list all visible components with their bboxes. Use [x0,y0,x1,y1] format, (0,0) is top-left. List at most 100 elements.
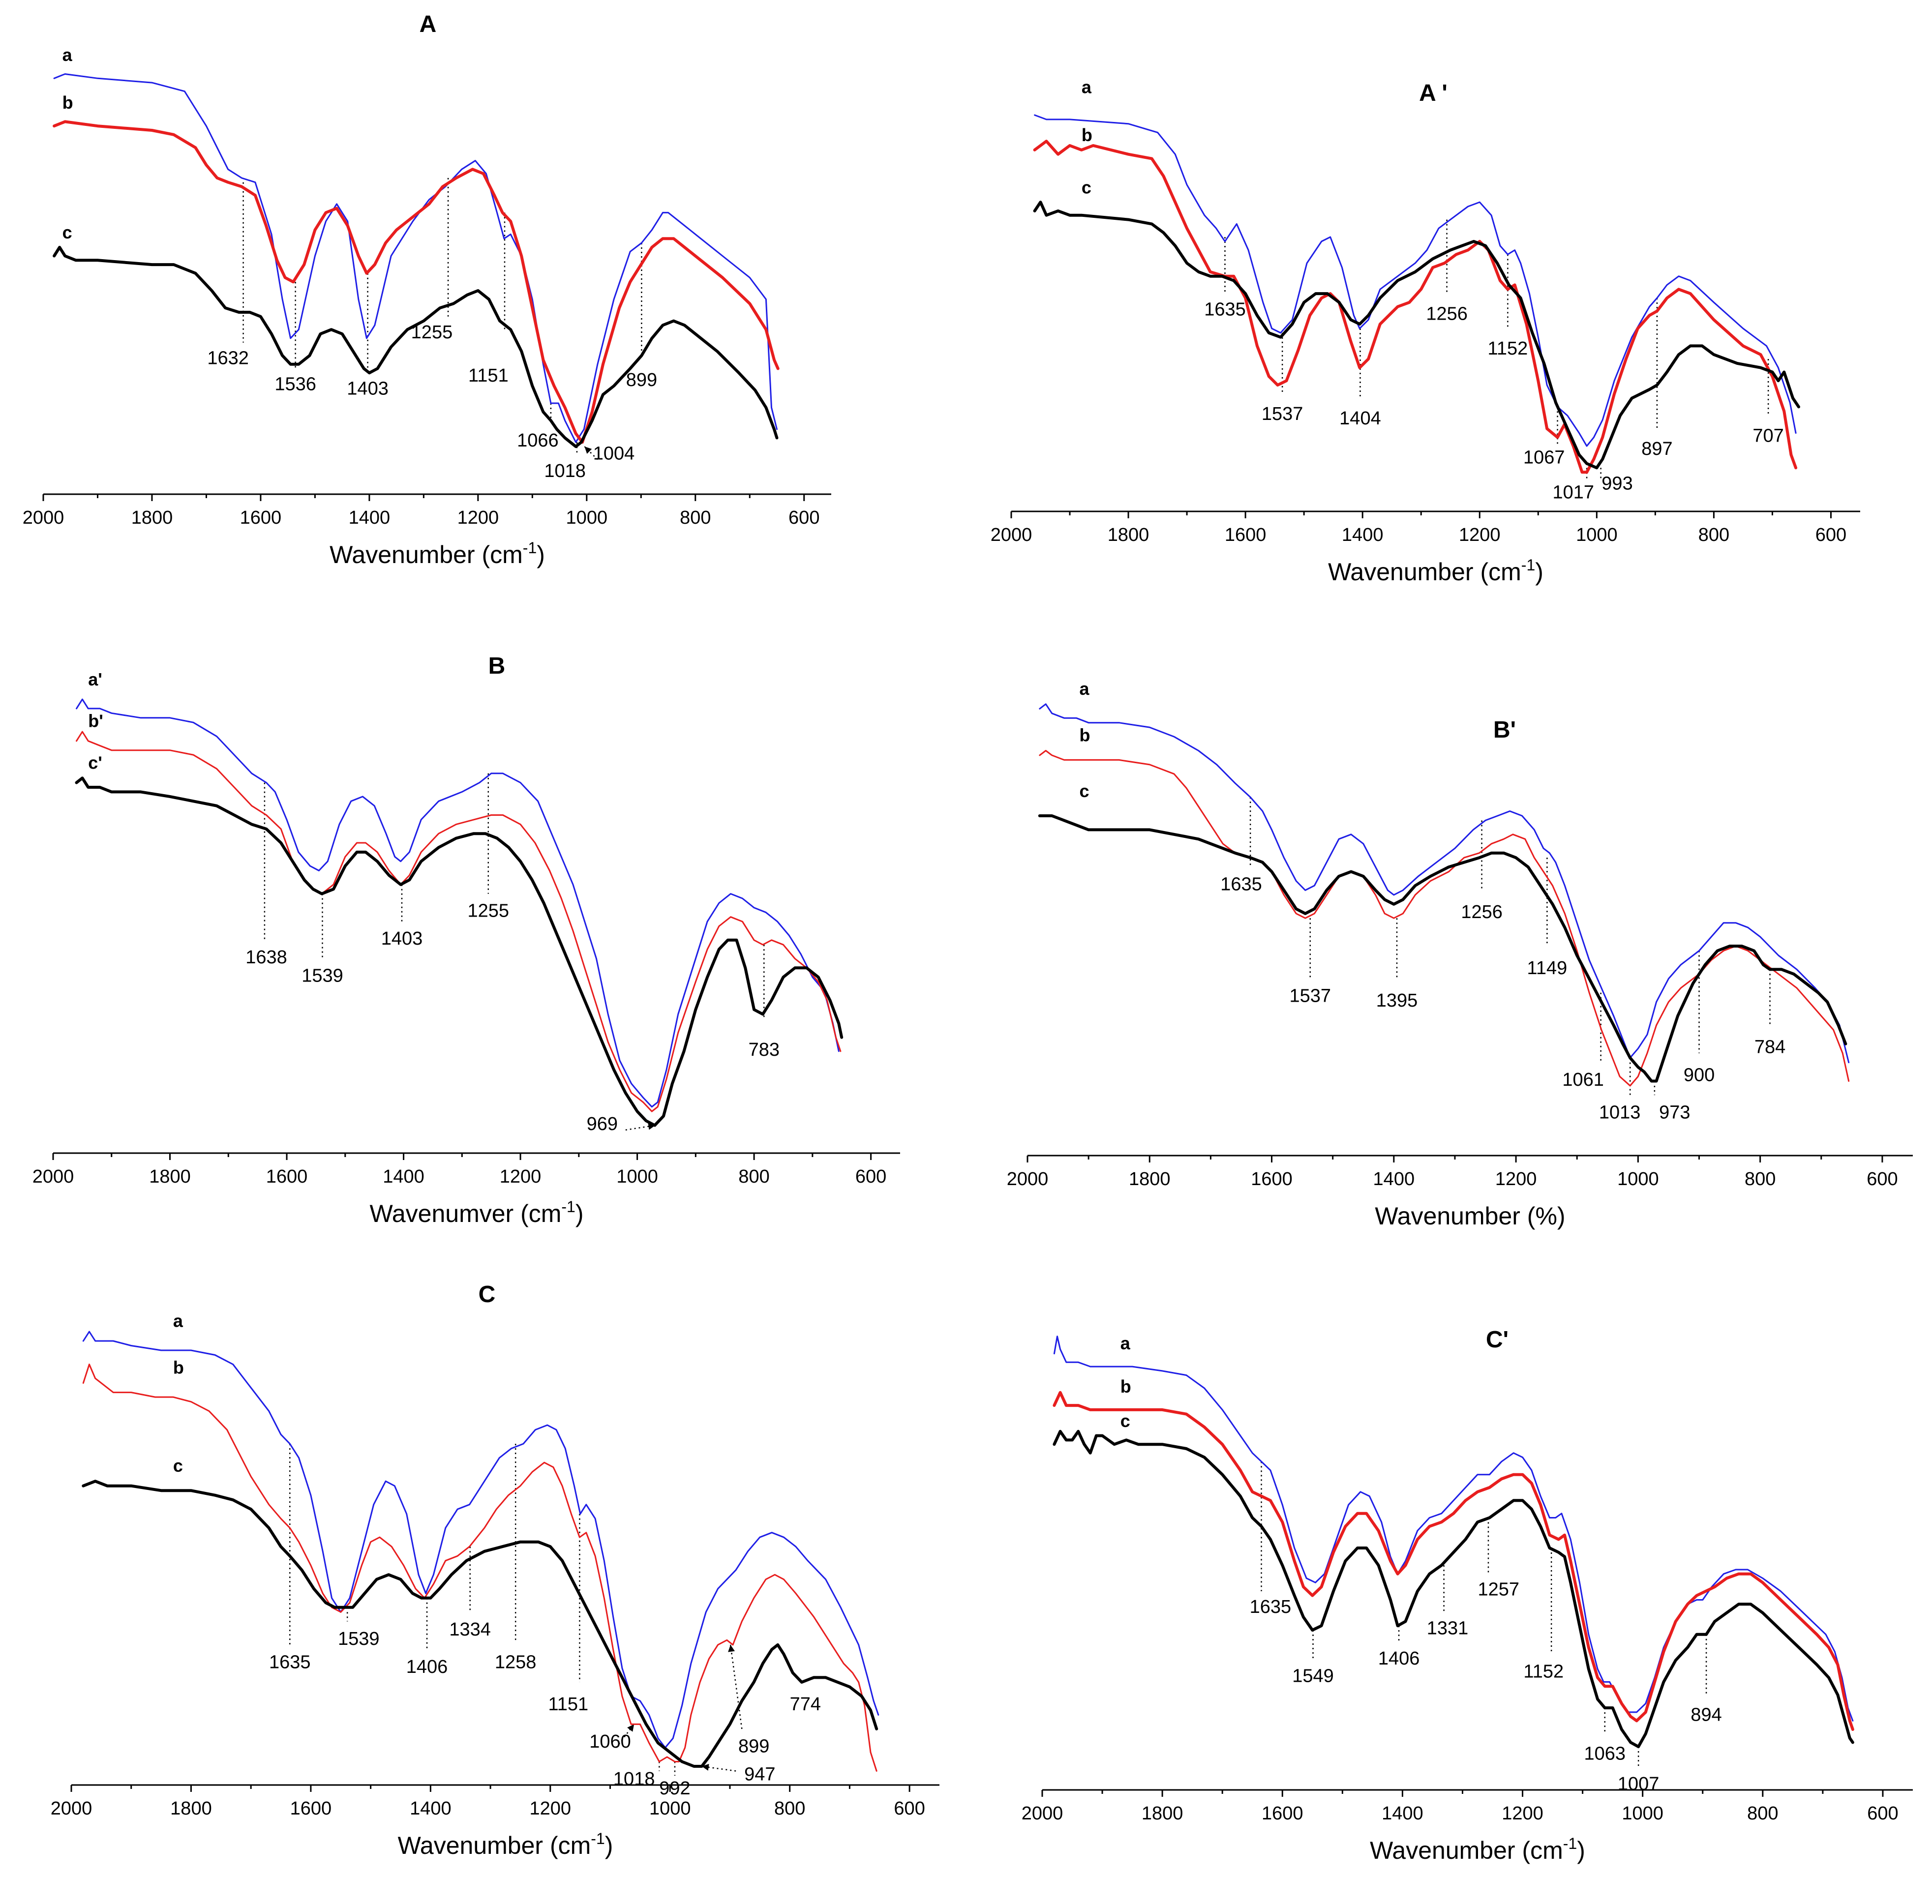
peak-label: 1066 [517,430,559,451]
x-tick-label: 1800 [1129,1169,1171,1190]
x-tick-label: 1600 [1251,1169,1293,1190]
chart-panel-B: B 2000 1800 1600 1400 1200 1000 800 600 Wavenumve… [0,634,966,1269]
x-axis-title: Wavenumver (cm-1) [370,1198,584,1227]
spectrum-curve-b [76,731,842,1112]
peak-label: 1017 [1552,482,1594,503]
x-tick-label: 1400 [410,1798,452,1819]
peak-label: 1151 [468,365,509,386]
panel-title: B [488,653,506,679]
peak-label: 1018 [613,1769,655,1789]
x-tick-label: 1200 [500,1166,542,1187]
x-tick-label: 1000 [1622,1803,1663,1824]
x-tick-label: 600 [1867,1169,1898,1190]
peak-label: 1549 [1292,1666,1334,1686]
x-tick-label: 2000 [51,1798,92,1819]
x-tick-label: 800 [1747,1803,1778,1824]
peak-label: 1060 [589,1731,631,1752]
series-label-a: a [1120,1333,1131,1353]
x-axis-title-text: Wavenumver (cm [370,1200,562,1227]
x-axis-title-sup: -1 [523,539,537,557]
x-tick-label: 2000 [32,1166,74,1187]
peak-arrow-head [728,1644,735,1652]
peak-label: 1152 [1488,338,1528,359]
peak-label: 897 [1641,439,1672,459]
chart-panel-B-prime: B' 2000 1800 1600 1400 1200 1000 800 600 Wavenumb… [966,634,1932,1269]
x-tick-label: 800 [1698,525,1729,545]
x-axis-title-sup: -1 [561,1198,575,1216]
spectrum-curve-c [1053,1429,1854,1749]
peak-label: 1255 [467,901,509,922]
series-label-c: c [1080,781,1089,801]
spectrum-curve-c [53,245,779,448]
x-tick-label: 2000 [1007,1169,1049,1190]
x-tick-label: 1800 [1108,525,1149,545]
peak-label: 1256 [1461,902,1503,922]
peak-label: 1152 [1523,1662,1564,1682]
series-label-c: c [1082,177,1091,197]
x-axis-title: Wavenumber (cm-1) [1370,1835,1585,1864]
peak-label: 1635 [1250,1597,1292,1617]
series-label-c: c [62,222,72,242]
peak-label: 1151 [548,1694,588,1715]
peak-label: 1403 [381,928,423,949]
x-tick-label: 1400 [1373,1169,1415,1190]
x-tick-label: 2000 [1022,1803,1063,1824]
spectrum-curve-a [82,1331,879,1749]
x-tick-label: 1400 [349,507,391,528]
chart-svg: A ' 2000 1800 1600 1400 1200 1000 800 600 Wavenum… [991,77,1860,586]
x-tick-label: 1200 [1459,525,1501,545]
peak-arrow [729,1644,743,1729]
peak-label: 774 [790,1694,821,1715]
peak-arrow [701,1765,736,1772]
series-label-b: b [62,92,73,113]
spectrum-curve-a [1053,1336,1854,1722]
x-tick-label: 800 [680,507,711,528]
x-tick-label: 1000 [649,1798,691,1819]
peak-label: 1013 [1599,1102,1641,1123]
peak-label: 992 [659,1778,690,1799]
peak-label: 783 [749,1040,780,1060]
peak-label: 1257 [1478,1579,1519,1600]
peak-label: 1537 [1289,986,1331,1007]
peak-label: 900 [1684,1065,1715,1086]
spectrum-curve-a [1034,114,1797,447]
peak-label: 784 [1754,1037,1785,1058]
x-axis-title: Wavenumber (%) [1375,1202,1565,1230]
x-tick-label: 600 [1867,1803,1898,1824]
x-tick-label: 600 [1815,525,1846,545]
peak-label: 969 [587,1114,618,1134]
series-label-c: c [1120,1411,1130,1431]
peak-label: 993 [1601,474,1632,494]
chart-panel-C: C 2000 1800 1600 1400 1200 1000 800 600 Wavenumbe… [0,1269,966,1903]
peak-label: 1404 [1339,408,1381,429]
chart-svg: C 2000 1800 1600 1400 1200 1000 800 600 Wavenumbe… [51,1281,939,1859]
peak-label: 1334 [449,1619,491,1640]
x-axis-title-close: ) [605,1832,613,1859]
peak-arrow [615,1724,635,1748]
series-label-b: b [1080,725,1090,745]
peak-label: 1635 [1204,299,1246,320]
x-tick-label: 800 [774,1798,805,1819]
x-axis-title-text: Wavenumber (cm [330,541,523,568]
spectrum-curve-a [53,73,778,443]
chart-panel-A-prime: A ' 2000 1800 1600 1400 1200 1000 800 600 Wavenum… [966,0,1932,634]
x-tick-label: 1800 [131,507,173,528]
spectrum-curve-b [1033,140,1798,474]
spectrum-curve-c [1033,201,1800,470]
chart-svg: B' 2000 1800 1600 1400 1200 1000 800 600 Wavenumb… [1007,679,1913,1230]
series-label-b: b [1120,1376,1131,1397]
x-tick-label: 1200 [530,1798,572,1819]
peak-arrow-head [648,1123,656,1130]
peak-arrow [584,446,598,460]
peak-label: 1638 [245,947,287,968]
peak-label: 1063 [1584,1744,1626,1764]
x-tick-label: 1600 [240,507,282,528]
spectrum-curve-b [1039,750,1850,1087]
x-axis-title: Wavenumber (cm-1) [330,539,545,568]
x-axis-title: Wavenumber (cm-1) [1328,556,1543,586]
peak-label: 899 [738,1736,769,1756]
series-label-c: c [173,1456,183,1476]
peak-label: 1007 [1618,1774,1660,1794]
spectrum-curve-a [76,698,840,1108]
peak-label: 1256 [1426,303,1468,324]
